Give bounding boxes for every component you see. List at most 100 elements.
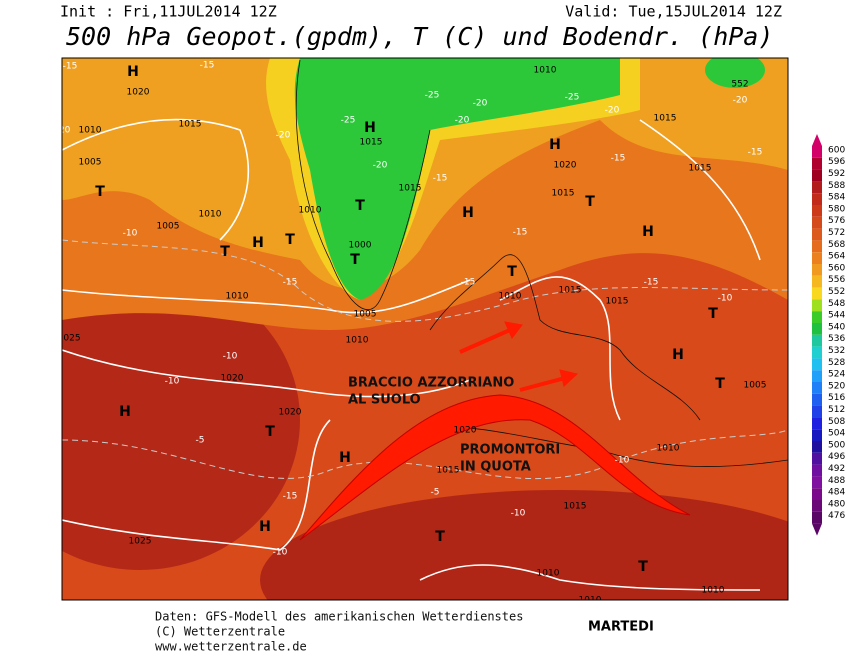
pressure-center: H: [549, 137, 561, 153]
isobar-label: 1010: [579, 596, 602, 606]
temperature-label: -15: [283, 278, 298, 288]
temperature-label: -20: [373, 161, 388, 171]
temperature-label: -15: [644, 278, 659, 288]
isobar-label: 1015: [689, 164, 712, 174]
pressure-center: T: [507, 264, 517, 280]
isobar-label: 1020: [279, 408, 302, 418]
temperature-label: -10: [511, 509, 526, 519]
legend-tick-label: 584: [828, 193, 845, 203]
temperature-label: -25: [341, 116, 356, 126]
pressure-center: H: [462, 205, 474, 221]
footer-line: Daten: GFS-Modell des amerikanischen Wet…: [155, 610, 523, 624]
init-time: Init : Fri,11JUL2014 12Z: [60, 3, 277, 21]
isobar-label: 1010: [657, 444, 680, 454]
isobar-label: 1020: [554, 161, 577, 171]
legend-tick-label: 540: [828, 322, 845, 332]
isobar-label: 1015: [564, 502, 587, 512]
legend-swatch: [812, 358, 822, 371]
temperature-label: -20: [276, 131, 291, 141]
temperature-label: -10: [615, 456, 630, 466]
isobar-label: 1015: [399, 184, 422, 194]
temperature-label: -15: [63, 62, 78, 72]
legend-tick-label: 596: [828, 157, 845, 167]
greenland-cold: [294, 58, 620, 300]
isobar-label: 1015: [654, 114, 677, 124]
temperature-label: -15: [611, 154, 626, 164]
temperature-label: -25: [425, 91, 440, 101]
temperature-label: -15: [433, 174, 448, 184]
map-labels: H T T H T H T T H H T H T T H H H T T H T T 1020 1015 1010 1005 10…: [62, 61, 766, 606]
isobar-label: 1010: [702, 586, 725, 596]
legend-swatch: [812, 370, 822, 382]
map-title: 500 hPa Geopot.(gpdm), T (C) und Bodendr…: [66, 22, 773, 51]
legend-tick-label: 512: [828, 405, 845, 415]
isobar-label: 1010: [299, 206, 322, 216]
legend-tick-label: 576: [828, 216, 845, 226]
annotation: PROMONTORI: [460, 443, 560, 458]
legend-tick-label: 532: [828, 346, 845, 356]
pressure-center: H: [339, 450, 351, 466]
legend-swatch: [812, 476, 822, 489]
temperature-label: -10: [273, 548, 288, 558]
legend-tick-label: 548: [828, 299, 845, 309]
isobar-label: 1005: [157, 222, 180, 232]
isobar-label: 1015: [179, 120, 202, 130]
legend-swatch: [812, 323, 822, 335]
legend-tick-label: 520: [828, 381, 845, 391]
cold-pool: [705, 58, 765, 88]
legend-swatch: [812, 169, 822, 182]
isobar-label: 1010: [346, 336, 369, 346]
isobar-label: 1020: [221, 374, 244, 384]
isobar-label: 1020: [454, 426, 477, 436]
legend-tick-label: 544: [828, 311, 845, 321]
legend-tick-label: 572: [828, 228, 845, 238]
temperature-label: -10: [223, 352, 238, 362]
legend-tick-label: 484: [828, 488, 845, 498]
legend-swatch: [812, 287, 822, 300]
legend-swatch: [812, 488, 822, 500]
legend-swatch: [812, 429, 822, 441]
map-field: H T T H T H T T H H T H T T H H H T T H T T 1020 1015 1010 1005 10…: [62, 58, 788, 606]
isotherms: [62, 239, 788, 480]
pressure-center: H: [119, 404, 131, 420]
legend-swatch: [812, 311, 822, 323]
legend-swatch: [812, 382, 822, 394]
pressure-center: T: [95, 184, 105, 200]
legend-tick-label: 480: [828, 499, 845, 509]
isobar-label: 1015: [437, 466, 460, 476]
isobar-label: 1015: [606, 297, 629, 307]
legend-swatch: [812, 146, 822, 158]
legend-tick-label: 580: [828, 204, 845, 214]
legend-cap: [812, 134, 822, 146]
isobar-label: 1010: [79, 126, 102, 136]
temperature-label: -15: [513, 228, 528, 238]
temperature-label: -20: [473, 99, 488, 109]
temperature-label: -20: [733, 96, 748, 106]
legend-tick-label: 488: [828, 476, 845, 486]
legend-tick-label: 536: [828, 334, 845, 344]
legend-swatch: [812, 264, 822, 276]
isobar-label: 1015: [559, 286, 582, 296]
legend-tick-label: 588: [828, 181, 845, 191]
legend-tick-label: 552: [828, 287, 845, 297]
temperature-label: -15: [283, 492, 298, 502]
legend-tick-label: 504: [828, 429, 845, 439]
legend-swatch: [812, 299, 822, 312]
temperature-label: -15: [461, 278, 476, 288]
temperature-label: -5: [196, 436, 205, 446]
legend-swatch: [812, 417, 822, 430]
isobar-label: 1005: [354, 310, 377, 320]
legend-tick-label: 496: [828, 452, 845, 462]
legend-swatch: [812, 441, 822, 453]
isobar-label: 025: [63, 334, 80, 344]
pressure-center: T: [220, 244, 230, 260]
pressure-center: T: [435, 529, 445, 545]
legend-swatch: [812, 240, 822, 253]
map-frame: [61, 57, 789, 601]
pressure-center: H: [642, 224, 654, 240]
legend-swatch: [812, 205, 822, 217]
temperature-label: -5: [431, 488, 440, 498]
isobar-label: 1025: [129, 537, 152, 547]
